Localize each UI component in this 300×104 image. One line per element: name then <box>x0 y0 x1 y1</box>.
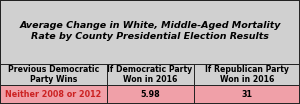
Text: 5.98: 5.98 <box>140 90 160 99</box>
Bar <box>0 0 300 64</box>
Bar <box>0 64 300 85</box>
Text: 31: 31 <box>241 90 252 99</box>
Bar <box>106 85 194 104</box>
Bar <box>0 85 106 104</box>
Text: Previous Democratic
Party Wins: Previous Democratic Party Wins <box>8 65 99 84</box>
Text: If Democratic Party
Won in 2016: If Democratic Party Won in 2016 <box>107 65 193 84</box>
Text: Average Change in White, Middle-Aged Mortality
Rate by County Presidential Elect: Average Change in White, Middle-Aged Mor… <box>19 21 281 41</box>
Text: If Republican Party
Won in 2016: If Republican Party Won in 2016 <box>205 65 289 84</box>
Text: Neither 2008 or 2012: Neither 2008 or 2012 <box>5 90 101 99</box>
Bar <box>194 85 300 104</box>
